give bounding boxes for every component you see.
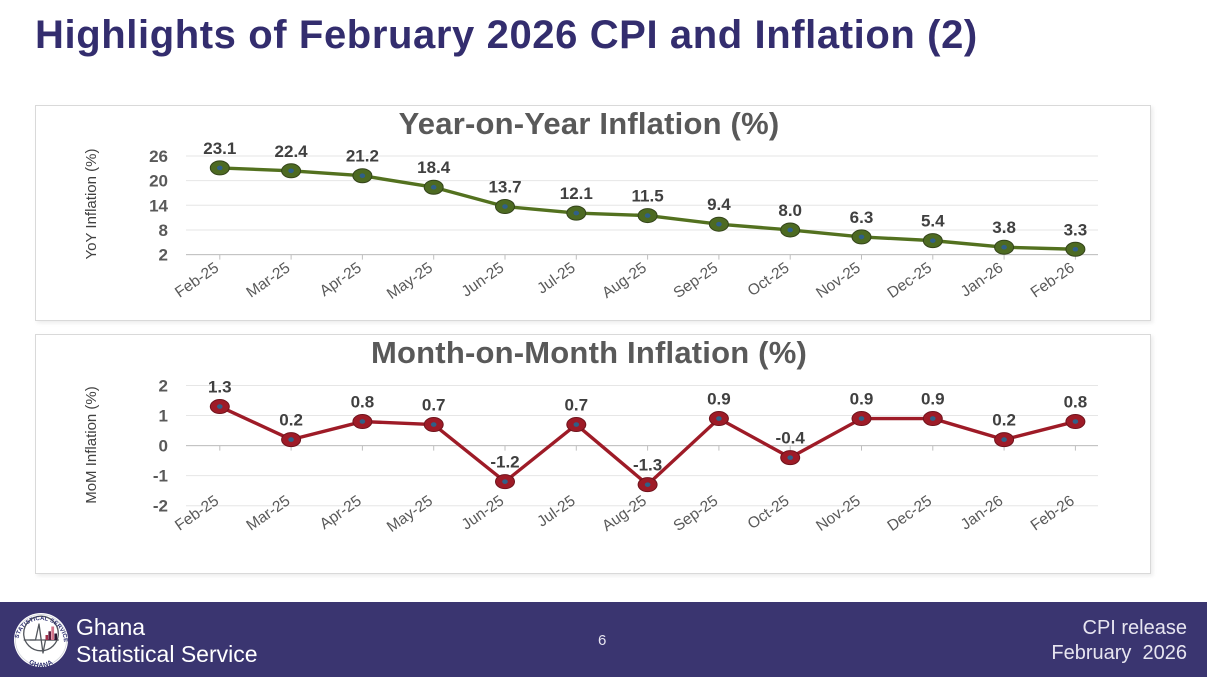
svg-text:-2: -2 [153, 497, 168, 516]
svg-text:2: 2 [159, 377, 168, 396]
svg-text:11.5: 11.5 [632, 187, 664, 206]
svg-text:Aug-25: Aug-25 [599, 259, 650, 302]
svg-text:Oct-25: Oct-25 [745, 259, 793, 300]
svg-text:Jul-25: Jul-25 [534, 259, 578, 297]
svg-text:-0.4: -0.4 [776, 429, 806, 448]
svg-text:-1: -1 [153, 467, 168, 486]
svg-text:26: 26 [149, 147, 168, 166]
svg-text:22.4: 22.4 [275, 142, 309, 161]
svg-text:Dec-25: Dec-25 [884, 259, 935, 302]
svg-text:May-25: May-25 [384, 492, 436, 536]
svg-text:14: 14 [149, 196, 168, 215]
svg-text:Jul-25: Jul-25 [534, 492, 578, 530]
svg-text:0.2: 0.2 [279, 411, 303, 430]
svg-text:Apr-25: Apr-25 [317, 259, 365, 300]
svg-text:Feb-26: Feb-26 [1028, 259, 1078, 301]
svg-text:Jun-25: Jun-25 [459, 492, 508, 533]
svg-text:23.1: 23.1 [203, 139, 236, 158]
svg-text:8.0: 8.0 [778, 201, 802, 220]
svg-text:Aug-25: Aug-25 [599, 492, 650, 535]
svg-text:Feb-25: Feb-25 [172, 492, 222, 534]
svg-text:0: 0 [159, 437, 168, 456]
svg-text:0.7: 0.7 [422, 396, 446, 415]
svg-text:0.2: 0.2 [992, 411, 1016, 430]
svg-text:5.4: 5.4 [921, 212, 945, 231]
svg-text:3.8: 3.8 [992, 218, 1016, 237]
svg-text:Apr-25: Apr-25 [317, 492, 365, 533]
svg-text:-1.3: -1.3 [633, 456, 662, 475]
svg-text:Feb-25: Feb-25 [172, 259, 222, 301]
svg-text:YoY Inflation (%): YoY Inflation (%) [83, 149, 100, 260]
svg-text:0.9: 0.9 [921, 390, 945, 409]
svg-text:Jan-26: Jan-26 [958, 259, 1007, 300]
svg-text:12.1: 12.1 [560, 184, 593, 203]
svg-text:8: 8 [159, 221, 168, 240]
svg-text:Year-on-Year Inflation (%): Year-on-Year Inflation (%) [399, 106, 780, 141]
svg-text:21.2: 21.2 [346, 147, 379, 166]
svg-text:Dec-25: Dec-25 [884, 492, 935, 535]
svg-text:Sep-25: Sep-25 [670, 492, 721, 535]
svg-text:1.3: 1.3 [208, 378, 232, 397]
svg-text:18.4: 18.4 [417, 158, 451, 177]
svg-text:May-25: May-25 [384, 259, 436, 303]
svg-text:Jun-25: Jun-25 [459, 259, 508, 300]
svg-text:Jan-26: Jan-26 [958, 492, 1007, 533]
svg-text:20: 20 [149, 172, 168, 191]
svg-text:3.3: 3.3 [1064, 220, 1088, 239]
svg-text:0.9: 0.9 [850, 390, 874, 409]
svg-text:Nov-25: Nov-25 [813, 259, 864, 302]
svg-text:Mar-25: Mar-25 [243, 259, 293, 301]
svg-text:0.8: 0.8 [1064, 393, 1088, 412]
svg-text:0.9: 0.9 [707, 390, 731, 409]
svg-text:Nov-25: Nov-25 [813, 492, 864, 535]
svg-text:Month-on-Month Inflation (%): Month-on-Month Inflation (%) [371, 335, 807, 370]
svg-text:Oct-25: Oct-25 [745, 492, 793, 533]
svg-text:6.3: 6.3 [850, 208, 874, 227]
svg-text:Mar-25: Mar-25 [243, 492, 293, 534]
svg-text:MoM Inflation (%): MoM Inflation (%) [83, 386, 100, 504]
svg-text:1: 1 [159, 407, 168, 426]
svg-text:Sep-25: Sep-25 [670, 259, 721, 302]
svg-text:13.7: 13.7 [488, 178, 521, 197]
svg-text:Feb-26: Feb-26 [1028, 492, 1078, 534]
svg-text:0.8: 0.8 [351, 393, 375, 412]
svg-text:-1.2: -1.2 [490, 453, 519, 472]
svg-text:9.4: 9.4 [707, 195, 731, 214]
svg-text:2: 2 [159, 246, 168, 265]
svg-text:0.7: 0.7 [564, 396, 588, 415]
